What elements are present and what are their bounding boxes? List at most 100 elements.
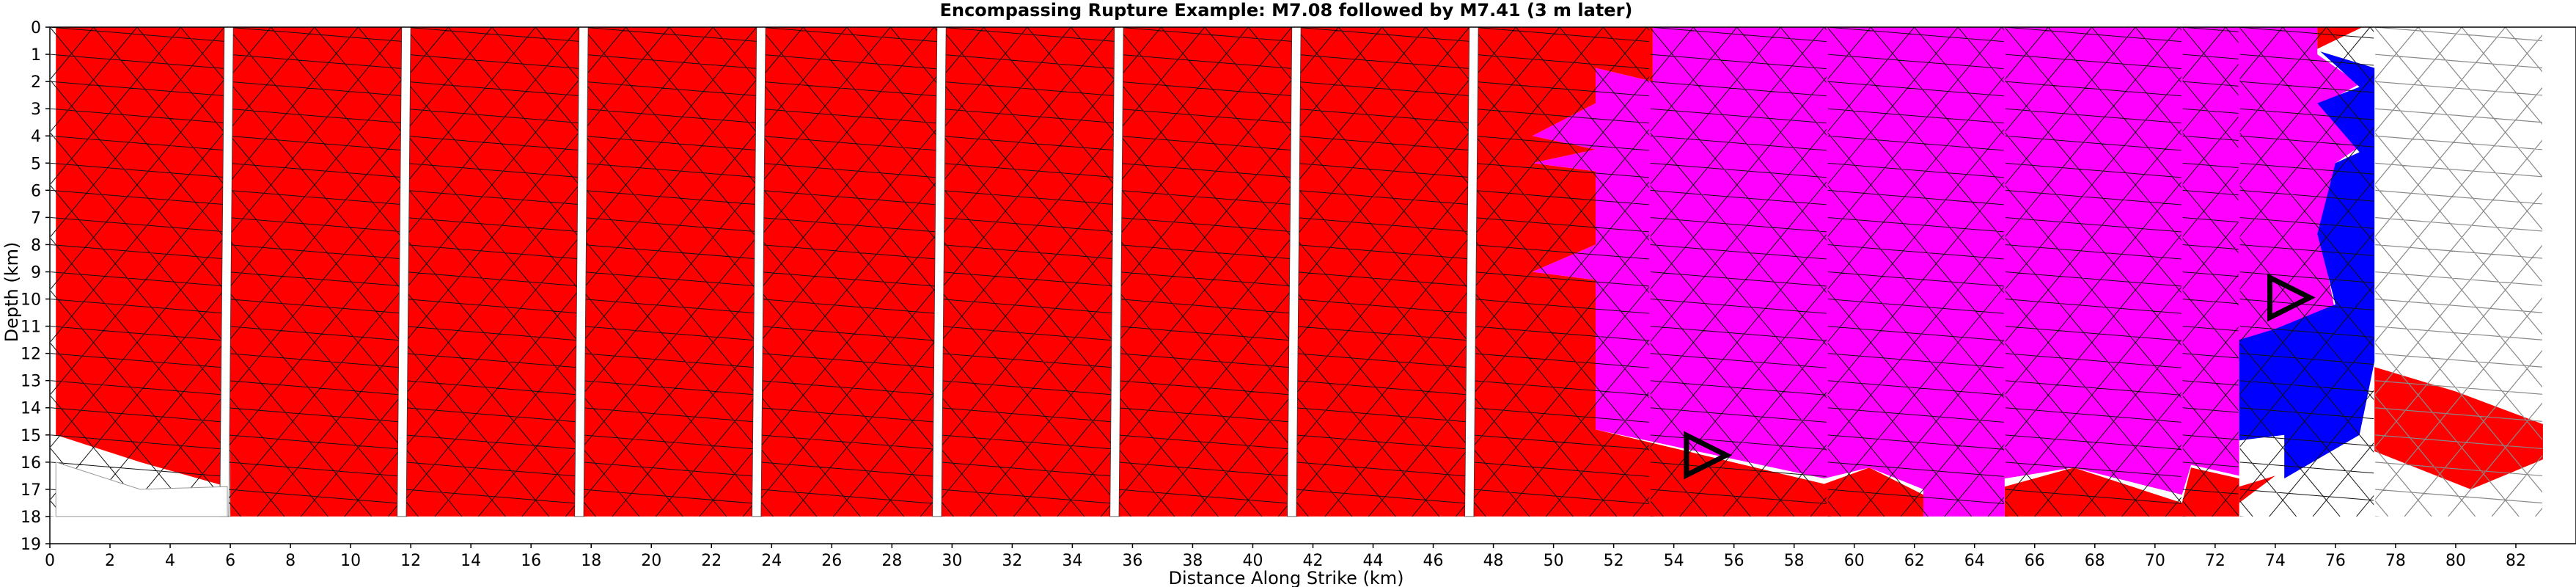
y-tick-label: 15 [21, 427, 41, 445]
x-tick-label: 78 [2385, 552, 2406, 570]
x-tick-label: 32 [1002, 552, 1022, 570]
mesh-lines [760, 27, 939, 517]
mesh-lines [1118, 27, 1294, 517]
fault-section-7 [1109, 27, 1294, 517]
y-tick-label: 19 [21, 536, 41, 554]
x-tick-label: 38 [1182, 552, 1203, 570]
x-tick-label: 24 [761, 552, 782, 570]
fault-section-9 [1464, 27, 1649, 517]
fault-section-11 [1827, 27, 2004, 517]
x-tick-label: 62 [1904, 552, 1925, 570]
plot-area [49, 26, 2576, 544]
rupture-region-first-rupture-east [2004, 467, 2239, 517]
x-tick-label: 82 [2506, 552, 2526, 570]
section-gap [574, 27, 589, 517]
mesh-lines [582, 27, 759, 517]
fault-section-12 [2005, 27, 2181, 517]
section-gap [752, 27, 766, 517]
y-tick-label: 6 [31, 182, 41, 200]
y-axis-label: Depth (km) [1, 242, 22, 343]
x-tick-label: 52 [1604, 552, 1624, 570]
y-tick-label: 4 [31, 128, 41, 146]
fault-section-13 [2182, 27, 2239, 517]
y-tick-label: 0 [31, 19, 41, 37]
section-gap [1464, 27, 1479, 517]
x-tick-label: 54 [1664, 552, 1684, 570]
mesh-lines [2005, 27, 2181, 517]
unruptured-patch [55, 462, 228, 517]
mesh-lines [1295, 27, 1472, 517]
mesh-lines [227, 27, 404, 517]
x-tick-label: 22 [701, 552, 722, 570]
section-gap [1287, 27, 1302, 517]
mesh-lines [2239, 27, 2374, 517]
fault-section-15 [2375, 27, 2542, 517]
x-axis: 0 2 4 6 8 10 12 14 16 18 20 22 24 26 28 30 32 34 36 38 40 42 4… [45, 544, 2526, 570]
x-tick-label: 18 [581, 552, 601, 570]
mesh-lines [1650, 27, 1827, 517]
y-tick-label: 13 [21, 373, 41, 391]
fault-section-8 [1287, 27, 1472, 517]
mesh-lines [940, 27, 1117, 517]
x-tick-label: 64 [1964, 552, 1985, 570]
x-tick-label: 2 [105, 552, 115, 570]
x-tick-label: 80 [2445, 552, 2466, 570]
section-gap [397, 27, 411, 517]
x-tick-label: 70 [2145, 552, 2165, 570]
y-tick-label: 3 [31, 101, 41, 119]
fault-section-3 [397, 27, 581, 517]
y-tick-label: 7 [31, 209, 41, 227]
x-tick-label: 56 [1724, 552, 1744, 570]
x-tick-label: 34 [1062, 552, 1082, 570]
y-tick-label: 11 [21, 318, 41, 337]
x-tick-label: 42 [1303, 552, 1324, 570]
chart-title: Encompassing Rupture Example: M7.08 foll… [940, 0, 1633, 21]
y-tick-label: 1 [31, 46, 41, 65]
x-tick-label: 48 [1483, 552, 1504, 570]
y-tick-label: 18 [21, 508, 41, 527]
x-tick-label: 28 [881, 552, 902, 570]
y-tick-label: 10 [21, 291, 41, 310]
x-tick-label: 50 [1544, 552, 1564, 570]
fault-section-4 [574, 27, 759, 517]
mesh-lines [1472, 27, 1649, 517]
rupture-region-blue-east [2239, 51, 2375, 479]
x-tick-label: 4 [165, 552, 175, 570]
x-tick-label: 66 [2025, 552, 2045, 570]
y-tick-label: 12 [21, 346, 41, 364]
x-tick-label: 8 [285, 552, 296, 570]
x-tick-label: 0 [45, 552, 55, 570]
x-tick-label: 46 [1423, 552, 1444, 570]
x-axis-label: Distance Along Strike (km) [1168, 568, 1403, 587]
section-gap [932, 27, 947, 517]
hypocenter-marker-1 [1684, 431, 1733, 480]
x-tick-label: 40 [1242, 552, 1263, 570]
fault-section-1 [51, 27, 227, 517]
x-tick-label: 60 [1844, 552, 1865, 570]
y-tick-label: 14 [21, 400, 41, 418]
x-tick-label: 44 [1363, 552, 1384, 570]
fault-section-10 [1650, 27, 1827, 517]
section-gap [219, 27, 234, 517]
fault-section-14 [2239, 27, 2374, 517]
mesh-lines [51, 27, 227, 517]
y-tick-label: 16 [21, 454, 41, 473]
mesh-lines [2182, 27, 2239, 517]
rupture-region-second-rupture [1532, 27, 2360, 517]
x-tick-label: 26 [821, 552, 842, 570]
y-tick-label: 5 [31, 155, 41, 173]
mesh-lines [1827, 27, 2004, 517]
mesh-lines [2375, 27, 2542, 517]
x-tick-label: 6 [225, 552, 235, 570]
section-gap [1109, 27, 1124, 517]
x-tick-label: 10 [340, 552, 361, 570]
hypocenter-markers [1684, 273, 2316, 480]
y-tick-label: 17 [21, 481, 41, 500]
fault-mesh [51, 27, 2543, 517]
rupture-region-first-rupture-main [227, 27, 1923, 517]
mesh-lines [405, 27, 581, 517]
rupture-region-first-rupture-tip [2239, 475, 2275, 503]
x-tick-label: 30 [942, 552, 962, 570]
x-tick-label: 16 [521, 552, 541, 570]
